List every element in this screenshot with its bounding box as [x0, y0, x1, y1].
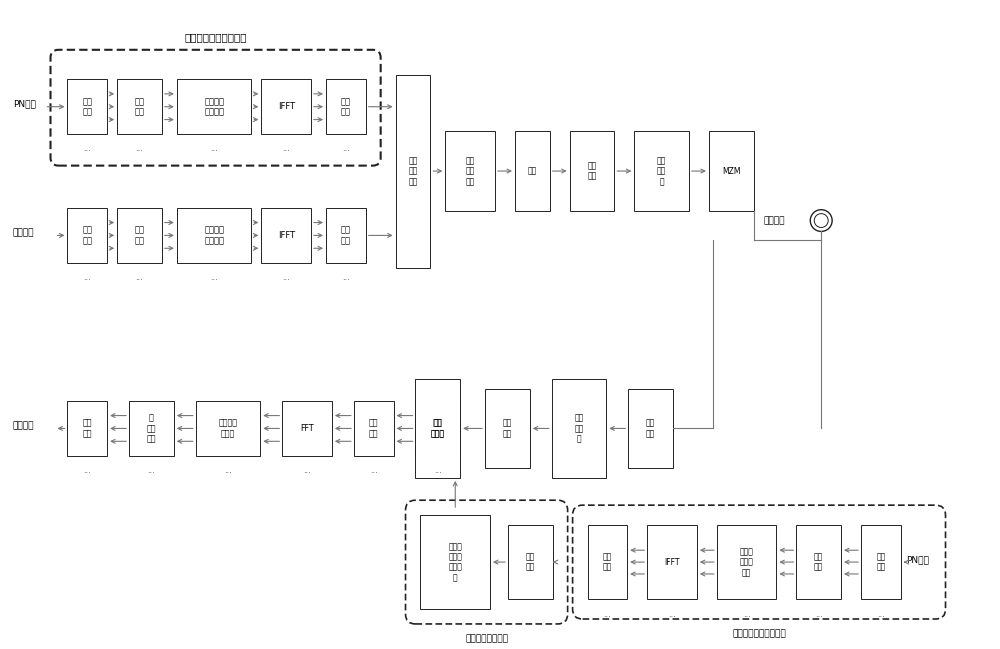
Bar [177, 208, 251, 263]
Text: 相关
运算: 相关 运算 [526, 552, 535, 572]
Text: MZM: MZM [722, 167, 740, 176]
Text: 叠加训练序列生成模块: 叠加训练序列生成模块 [184, 32, 247, 42]
Text: 模数
转换: 模数 转换 [503, 419, 512, 438]
Text: IFFT: IFFT [664, 557, 680, 567]
Bar [117, 79, 162, 134]
Bar [647, 525, 697, 599]
Text: 串并
转换: 串并 转换 [876, 552, 885, 572]
Text: 部分
线性
叠加: 部分 线性 叠加 [408, 156, 418, 186]
Text: 串并
转换: 串并 转换 [369, 419, 378, 438]
Text: 添加
循环
前缀: 添加 循环 前缀 [466, 156, 475, 186]
Text: IFFT: IFFT [278, 103, 295, 111]
Text: ...: ... [210, 273, 218, 282]
Bar [117, 208, 162, 263]
Text: ...: ... [282, 273, 290, 282]
Bar [67, 208, 107, 263]
Bar [261, 208, 311, 263]
Bar [177, 79, 251, 134]
Text: ...: ... [210, 144, 218, 153]
Text: 星座
映射: 星座 映射 [135, 97, 145, 116]
Text: ...: ... [877, 609, 885, 618]
Bar [129, 401, 174, 456]
Text: ...: ... [370, 466, 378, 475]
Text: ...: ... [282, 144, 290, 153]
Text: 数模
转换: 数模 转换 [587, 162, 597, 181]
Text: ...: ... [83, 273, 91, 282]
Text: ...: ... [83, 466, 91, 475]
Text: 时间同步运算模块: 时间同步运算模块 [465, 634, 508, 643]
Text: 埃尔米特
对称变换: 埃尔米特 对称变换 [204, 97, 224, 116]
Bar [415, 379, 460, 478]
Bar [634, 132, 689, 211]
Bar [508, 525, 553, 599]
Text: ...: ... [342, 273, 350, 282]
Text: 去循
环前缀: 去循 环前缀 [431, 419, 445, 438]
Text: ...: ... [136, 144, 143, 153]
Bar [396, 75, 430, 267]
Bar [796, 525, 841, 599]
Bar [628, 389, 673, 468]
Text: ...: ... [815, 609, 823, 618]
Text: 限幅: 限幅 [528, 167, 537, 176]
Text: 数据输入: 数据输入 [13, 228, 34, 237]
Text: 解
星座
映射: 解 星座 映射 [147, 413, 156, 443]
Bar [326, 79, 366, 134]
Bar [709, 132, 754, 211]
Bar [261, 79, 311, 134]
Bar [67, 401, 107, 456]
Text: 并串
转换: 并串 转换 [603, 552, 612, 572]
Text: ...: ... [224, 466, 232, 475]
Text: 去循
环前缀: 去循 环前缀 [431, 419, 445, 438]
Text: 低通
滤波
器: 低通 滤波 器 [657, 156, 666, 186]
Bar [861, 525, 901, 599]
Text: PN序列: PN序列 [13, 99, 36, 108]
Bar [485, 389, 530, 468]
Text: 埃尔米特
对称变换: 埃尔米特 对称变换 [204, 226, 224, 245]
Text: 本地训练序列生成模块: 本地训练序列生成模块 [732, 629, 786, 638]
Text: ...: ... [743, 609, 751, 618]
Text: 串并
转换: 串并 转换 [82, 226, 92, 245]
Text: 星座
映射: 星座 映射 [814, 552, 823, 572]
Bar [570, 132, 614, 211]
Text: 光纤链路: 光纤链路 [764, 216, 785, 225]
Bar [67, 79, 107, 134]
Text: IFFT: IFFT [278, 231, 295, 240]
Text: ...: ... [434, 466, 442, 475]
Text: ...: ... [83, 144, 91, 153]
Bar [445, 132, 495, 211]
Bar [552, 379, 606, 478]
Text: 并串
转换: 并串 转换 [341, 97, 351, 116]
Text: 数据输出: 数据输出 [13, 421, 34, 430]
Bar [354, 401, 394, 456]
Bar [588, 525, 627, 599]
Bar [326, 208, 366, 263]
Text: 搜索最
大值产
生的位
置: 搜索最 大值产 生的位 置 [448, 542, 462, 582]
Bar [282, 401, 332, 456]
Text: 去埃尔米
特对称: 去埃尔米 特对称 [219, 419, 238, 438]
Bar [415, 401, 460, 456]
Text: ...: ... [603, 609, 611, 618]
Text: 埃尔米
特对称
变换: 埃尔米 特对称 变换 [740, 547, 754, 577]
Text: ...: ... [668, 609, 676, 618]
Bar [196, 401, 260, 456]
Bar [515, 132, 550, 211]
Text: 并串
转换: 并串 转换 [341, 226, 351, 245]
Text: ...: ... [303, 466, 311, 475]
Text: ...: ... [342, 144, 350, 153]
Text: ...: ... [148, 466, 155, 475]
Text: ...: ... [136, 273, 143, 282]
Text: 低通
滤波
器: 低通 滤波 器 [574, 413, 584, 443]
Bar [420, 515, 490, 609]
Text: FFT: FFT [300, 424, 314, 433]
Text: PN序列: PN序列 [906, 556, 929, 565]
Text: 星座
映射: 星座 映射 [135, 226, 145, 245]
Text: 光电
检测: 光电 检测 [646, 419, 655, 438]
Text: 串并
转换: 串并 转换 [82, 97, 92, 116]
Text: 并串
转换: 并串 转换 [83, 419, 92, 438]
Bar [717, 525, 776, 599]
